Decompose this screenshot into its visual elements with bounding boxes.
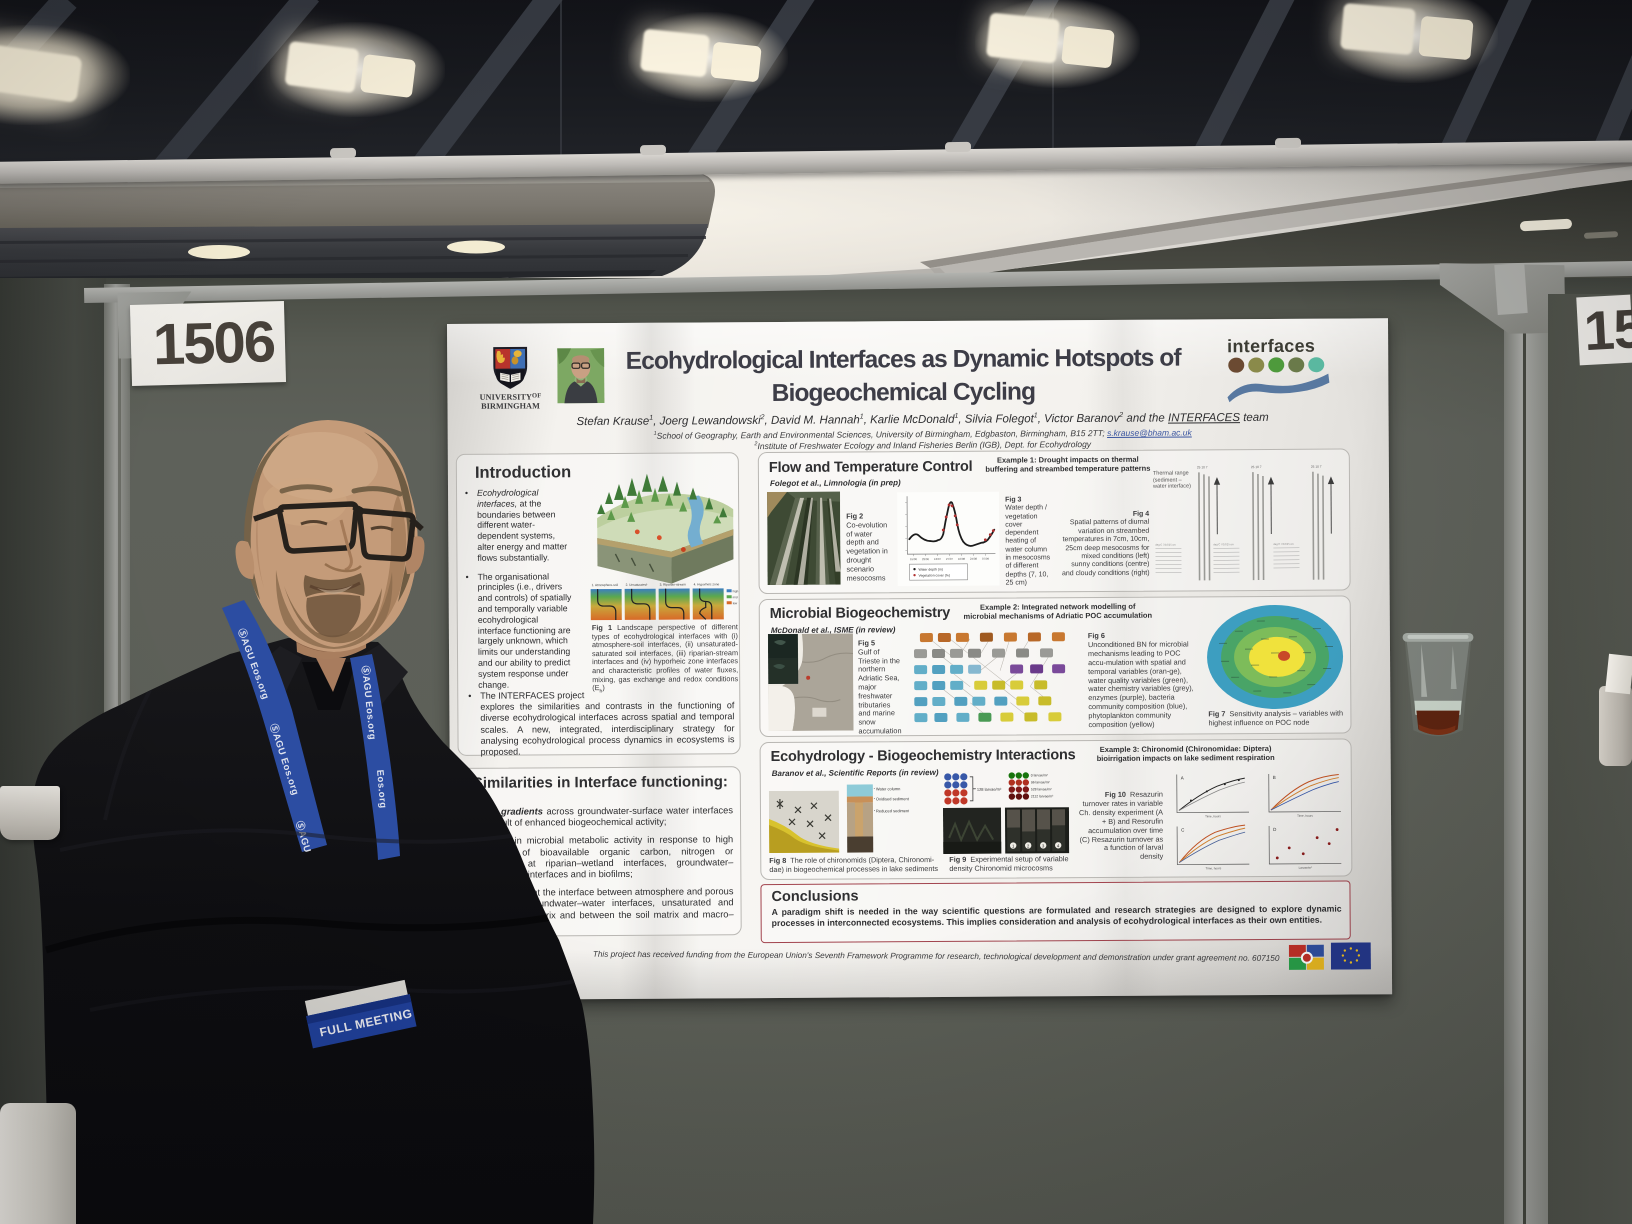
svg-text:Larvae/m²: Larvae/m² <box>1299 866 1313 870</box>
svg-text:15/06: 15/06 <box>910 557 917 561</box>
svg-text:4. Hyporheic zone: 4. Hyporheic zone <box>694 582 720 586</box>
svg-text:1: 1 <box>1012 844 1015 849</box>
svg-text:10/08: 10/08 <box>958 557 965 561</box>
svg-text:29/06: 29/06 <box>922 557 929 561</box>
svg-text:96 larvae/m²: 96 larvae/m² <box>1031 780 1051 784</box>
svg-text:2: 2 <box>1027 843 1030 848</box>
svg-text:25 10 7: 25 10 7 <box>1197 465 1208 469</box>
svg-text:Time, hours: Time, hours <box>1205 866 1221 870</box>
svg-text:25 10 7: 25 10 7 <box>1311 465 1322 469</box>
svg-text:deg C 7/10/25 cm: deg C 7/10/25 cm <box>1213 542 1234 546</box>
svg-text:Time, hours: Time, hours <box>1205 814 1221 818</box>
svg-text:high: high <box>733 589 739 593</box>
svg-text:2112 larvae/m²: 2112 larvae/m² <box>1031 794 1054 798</box>
svg-text:C: C <box>1181 828 1185 833</box>
svg-text:mid: mid <box>733 595 738 599</box>
svg-text:B: B <box>1273 775 1276 780</box>
svg-text:deg C 7/10/25 cm: deg C 7/10/25 cm <box>1155 543 1176 547</box>
svg-text:deg C 7/10/25 cm: deg C 7/10/25 cm <box>1273 542 1294 546</box>
svg-text:128 larvae/m²: 128 larvae/m² <box>977 787 1002 792</box>
svg-text:528 larvae/m²: 528 larvae/m² <box>1031 787 1053 791</box>
svg-text:D: D <box>1273 827 1277 832</box>
svg-text:3. Riparian-stream: 3. Riparian-stream <box>660 583 687 587</box>
svg-text:07/09: 07/09 <box>982 557 989 561</box>
svg-text:Reduced sediment: Reduced sediment <box>876 808 909 813</box>
svg-text:3: 3 <box>1042 843 1045 848</box>
svg-text:Vegetation cover (%): Vegetation cover (%) <box>919 573 951 577</box>
svg-text:13/07: 13/07 <box>934 557 941 561</box>
svg-text:24/08: 24/08 <box>970 557 977 561</box>
svg-text:Water depth (m): Water depth (m) <box>918 567 942 571</box>
svg-text:A: A <box>1181 776 1184 781</box>
svg-text:Eos.org: Eos.org <box>374 769 388 809</box>
svg-text:Oxidised sediment: Oxidised sediment <box>876 796 909 801</box>
svg-text:low: low <box>733 601 738 605</box>
svg-text:0 larvae/m²: 0 larvae/m² <box>1031 773 1049 777</box>
svg-text:4: 4 <box>1057 843 1060 848</box>
svg-text:Water column: Water column <box>876 786 901 791</box>
svg-text:1. Atmosphere-soil: 1. Atmosphere-soil <box>592 583 619 587</box>
svg-text:2. Unsaturated-: 2. Unsaturated- <box>626 583 648 587</box>
svg-text:Time, hours: Time, hours <box>1297 814 1313 818</box>
svg-text:27/07: 27/07 <box>946 557 953 561</box>
svg-text:25 10 7: 25 10 7 <box>1251 465 1262 469</box>
